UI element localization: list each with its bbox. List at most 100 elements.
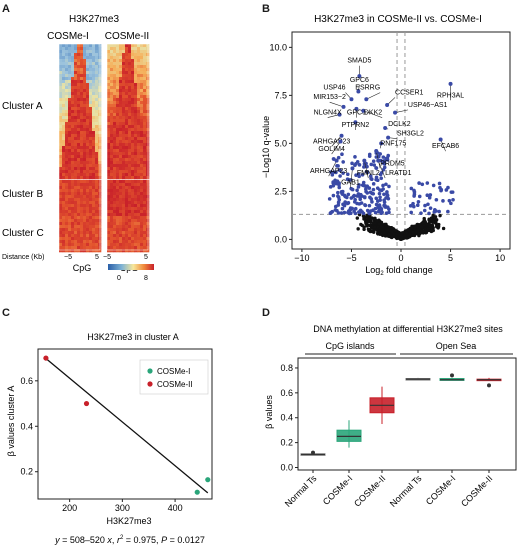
volcano-point [389, 230, 394, 234]
heatmap-cell [80, 216, 84, 220]
heatmap-cell [113, 249, 117, 253]
heatmap-cell [128, 186, 132, 190]
heatmap-cell [59, 234, 63, 238]
heatmap-cell [134, 186, 138, 190]
volcano-labeled-point [376, 158, 381, 163]
heatmap-cell [110, 62, 114, 66]
heatmap-cell [77, 195, 81, 199]
volcano-point-significant [384, 211, 389, 215]
heatmap-cell [65, 74, 69, 78]
volcano-point [413, 224, 417, 229]
heatmap-cell [71, 131, 75, 135]
volcano-point-significant [412, 188, 416, 193]
heatmap-cell [131, 44, 135, 48]
heatmap-cell [131, 216, 135, 220]
heatmap-cell [110, 125, 114, 129]
heatmap-cell [116, 116, 120, 120]
heatmap-cell [128, 170, 132, 174]
heatmap-cell [110, 113, 114, 117]
heatmap-cell [80, 101, 84, 105]
heatmap-cell [128, 240, 132, 244]
volcano-point-significant [338, 168, 342, 173]
heatmap-cell [71, 207, 75, 211]
heatmap-cell [146, 246, 150, 250]
heatmap-cell [125, 240, 129, 244]
regression-plot-frame [37, 348, 213, 500]
heatmap-cell [65, 146, 69, 150]
heatmap-cell [92, 110, 96, 114]
heatmap-cell [95, 83, 99, 87]
heatmap-cell [125, 44, 129, 48]
heatmap-cell [122, 155, 126, 159]
heatmap-cell [110, 228, 114, 232]
heatmap-cell [107, 59, 111, 63]
heatmap-cell [140, 249, 144, 253]
heatmap-cell [89, 146, 93, 150]
heatmap-cell [119, 59, 123, 63]
heatmap-cell [125, 68, 129, 72]
heatmap-cell [137, 210, 141, 214]
volcano-point-significant [441, 199, 445, 203]
volcano-point [423, 226, 428, 231]
heatmap-cell [107, 186, 111, 190]
heatmap-cell [80, 170, 84, 174]
heatmap-cell [89, 113, 93, 117]
heatmap-cell [89, 195, 93, 199]
volcano-point-significant [351, 194, 356, 199]
heatmap-cell [143, 186, 147, 190]
heatmap-cell [89, 246, 93, 250]
heatmap-cell [98, 204, 102, 208]
heatmap-cell [59, 143, 63, 147]
heatmap-cell [89, 134, 93, 138]
heatmap-cell [134, 149, 138, 153]
regression-panel: H3K27me3 in cluster A 200 300 4000.20.40.6… [6, 332, 213, 545]
heatmap-cell [98, 116, 102, 120]
heatmap-cell [83, 47, 87, 51]
heatmap-cell [62, 173, 66, 177]
heatmap-cell [62, 59, 66, 63]
heatmap-cell [107, 158, 111, 162]
heatmap-cell [128, 47, 132, 51]
heatmap-cell [74, 89, 78, 93]
volcano-point-significant [411, 201, 415, 206]
heatmap-cell [128, 119, 132, 123]
heatmap-cell [134, 219, 138, 223]
heatmap-cell [119, 183, 123, 187]
heatmap-cell [107, 89, 111, 93]
heatmap-cell [98, 222, 102, 226]
heatmap-cell [128, 219, 132, 223]
heatmap-cell [80, 47, 84, 51]
heatmap-cell [68, 83, 72, 87]
heatmap-cell [116, 89, 120, 93]
volcano-title: H3K27me3 in COSMe-II vs. COSMe-I [314, 14, 482, 25]
volcano-point-significant [369, 176, 373, 181]
heatmap-cell [122, 161, 126, 165]
heatmap-cell [146, 137, 150, 141]
heatmap-cell [92, 77, 96, 81]
heatmap-cell [89, 186, 93, 190]
heatmap-cell [137, 213, 141, 217]
heatmap-cell [134, 173, 138, 177]
heatmap-cell [113, 53, 117, 57]
heatmap-cell [92, 180, 96, 184]
heatmap-cell [86, 134, 90, 138]
volcano-point [365, 224, 369, 228]
heatmap-cell [140, 77, 144, 81]
heatmap-cell [74, 228, 78, 232]
heatmap-cell [62, 50, 66, 54]
heatmap-cell [77, 101, 81, 105]
heatmap-cell [83, 95, 87, 99]
heatmap-cell [74, 146, 78, 150]
heatmap-cell [119, 186, 123, 190]
heatmap-cell [74, 53, 78, 57]
heatmap-cell [71, 183, 75, 187]
heatmap-cell [89, 164, 93, 168]
heatmap-cell [71, 128, 75, 132]
heatmap-cell [128, 222, 132, 226]
volcano-point-significant [371, 187, 376, 192]
heatmap-cell [140, 155, 144, 159]
heatmap-cell [74, 176, 78, 180]
heatmap-cell [95, 104, 99, 108]
heatmap-cell [83, 92, 87, 96]
volcano-point [431, 228, 435, 232]
